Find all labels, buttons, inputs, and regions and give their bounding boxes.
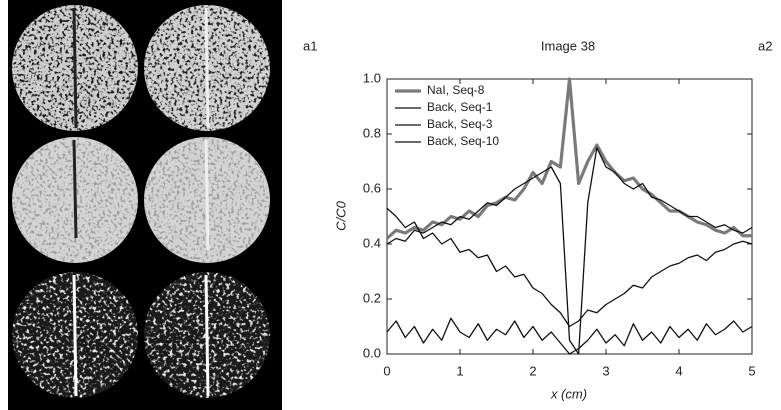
x-axis-label: x (cm) (550, 386, 587, 401)
series-line (385, 77, 752, 240)
series-line (386, 207, 753, 328)
fracture (204, 7, 210, 129)
x-tick-label: 5 (748, 363, 755, 378)
y-axis-label: C/C0 (333, 200, 348, 230)
y-tick-label: 0.0 (363, 345, 381, 360)
fracture (72, 274, 78, 397)
y-tick-label: 0.2 (363, 290, 381, 305)
fracture (72, 7, 78, 129)
legend-label: Back, Seq-1 (427, 100, 493, 114)
fracture-lines (72, 7, 210, 397)
legend-label: NaI, Seq-8 (427, 83, 485, 97)
panel-label: a1 (303, 38, 317, 53)
y-tick-label: 0.4 (363, 235, 381, 250)
y-tick-label: 1.0 (363, 70, 381, 85)
fracture (72, 139, 78, 239)
x-tick-label: 1 (456, 363, 463, 378)
image-panel (8, 0, 282, 410)
x-tick-label: 3 (602, 363, 609, 378)
y-tick-label: 0.8 (363, 125, 381, 140)
x-tick-label: 2 (529, 363, 536, 378)
x-tick-label: 0 (383, 363, 390, 378)
x-tick-label: 4 (675, 363, 682, 378)
fracture (204, 139, 210, 251)
legend-label: Back, Seq-10 (427, 134, 499, 148)
legend-label: Back, Seq-3 (427, 117, 493, 131)
series-line (386, 147, 753, 355)
panel-label: a2 (758, 38, 772, 53)
y-tick-label: 0.6 (363, 180, 381, 195)
fracture (204, 274, 210, 397)
chart-title: Image 38 (541, 38, 595, 53)
series-line (386, 317, 753, 355)
